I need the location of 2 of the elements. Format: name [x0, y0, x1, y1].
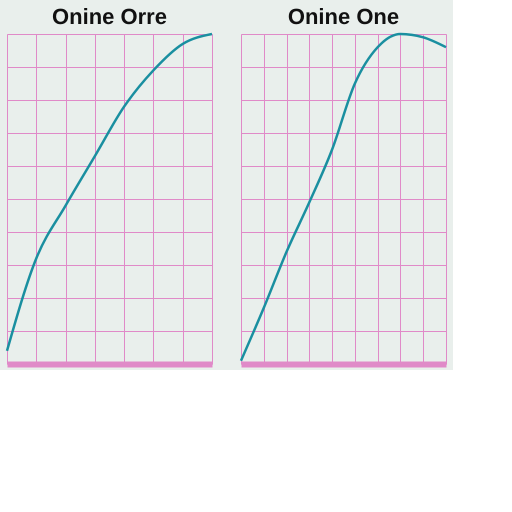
chart-title: Onine Orre	[52, 4, 167, 29]
chart-title: Onine One	[288, 4, 400, 29]
